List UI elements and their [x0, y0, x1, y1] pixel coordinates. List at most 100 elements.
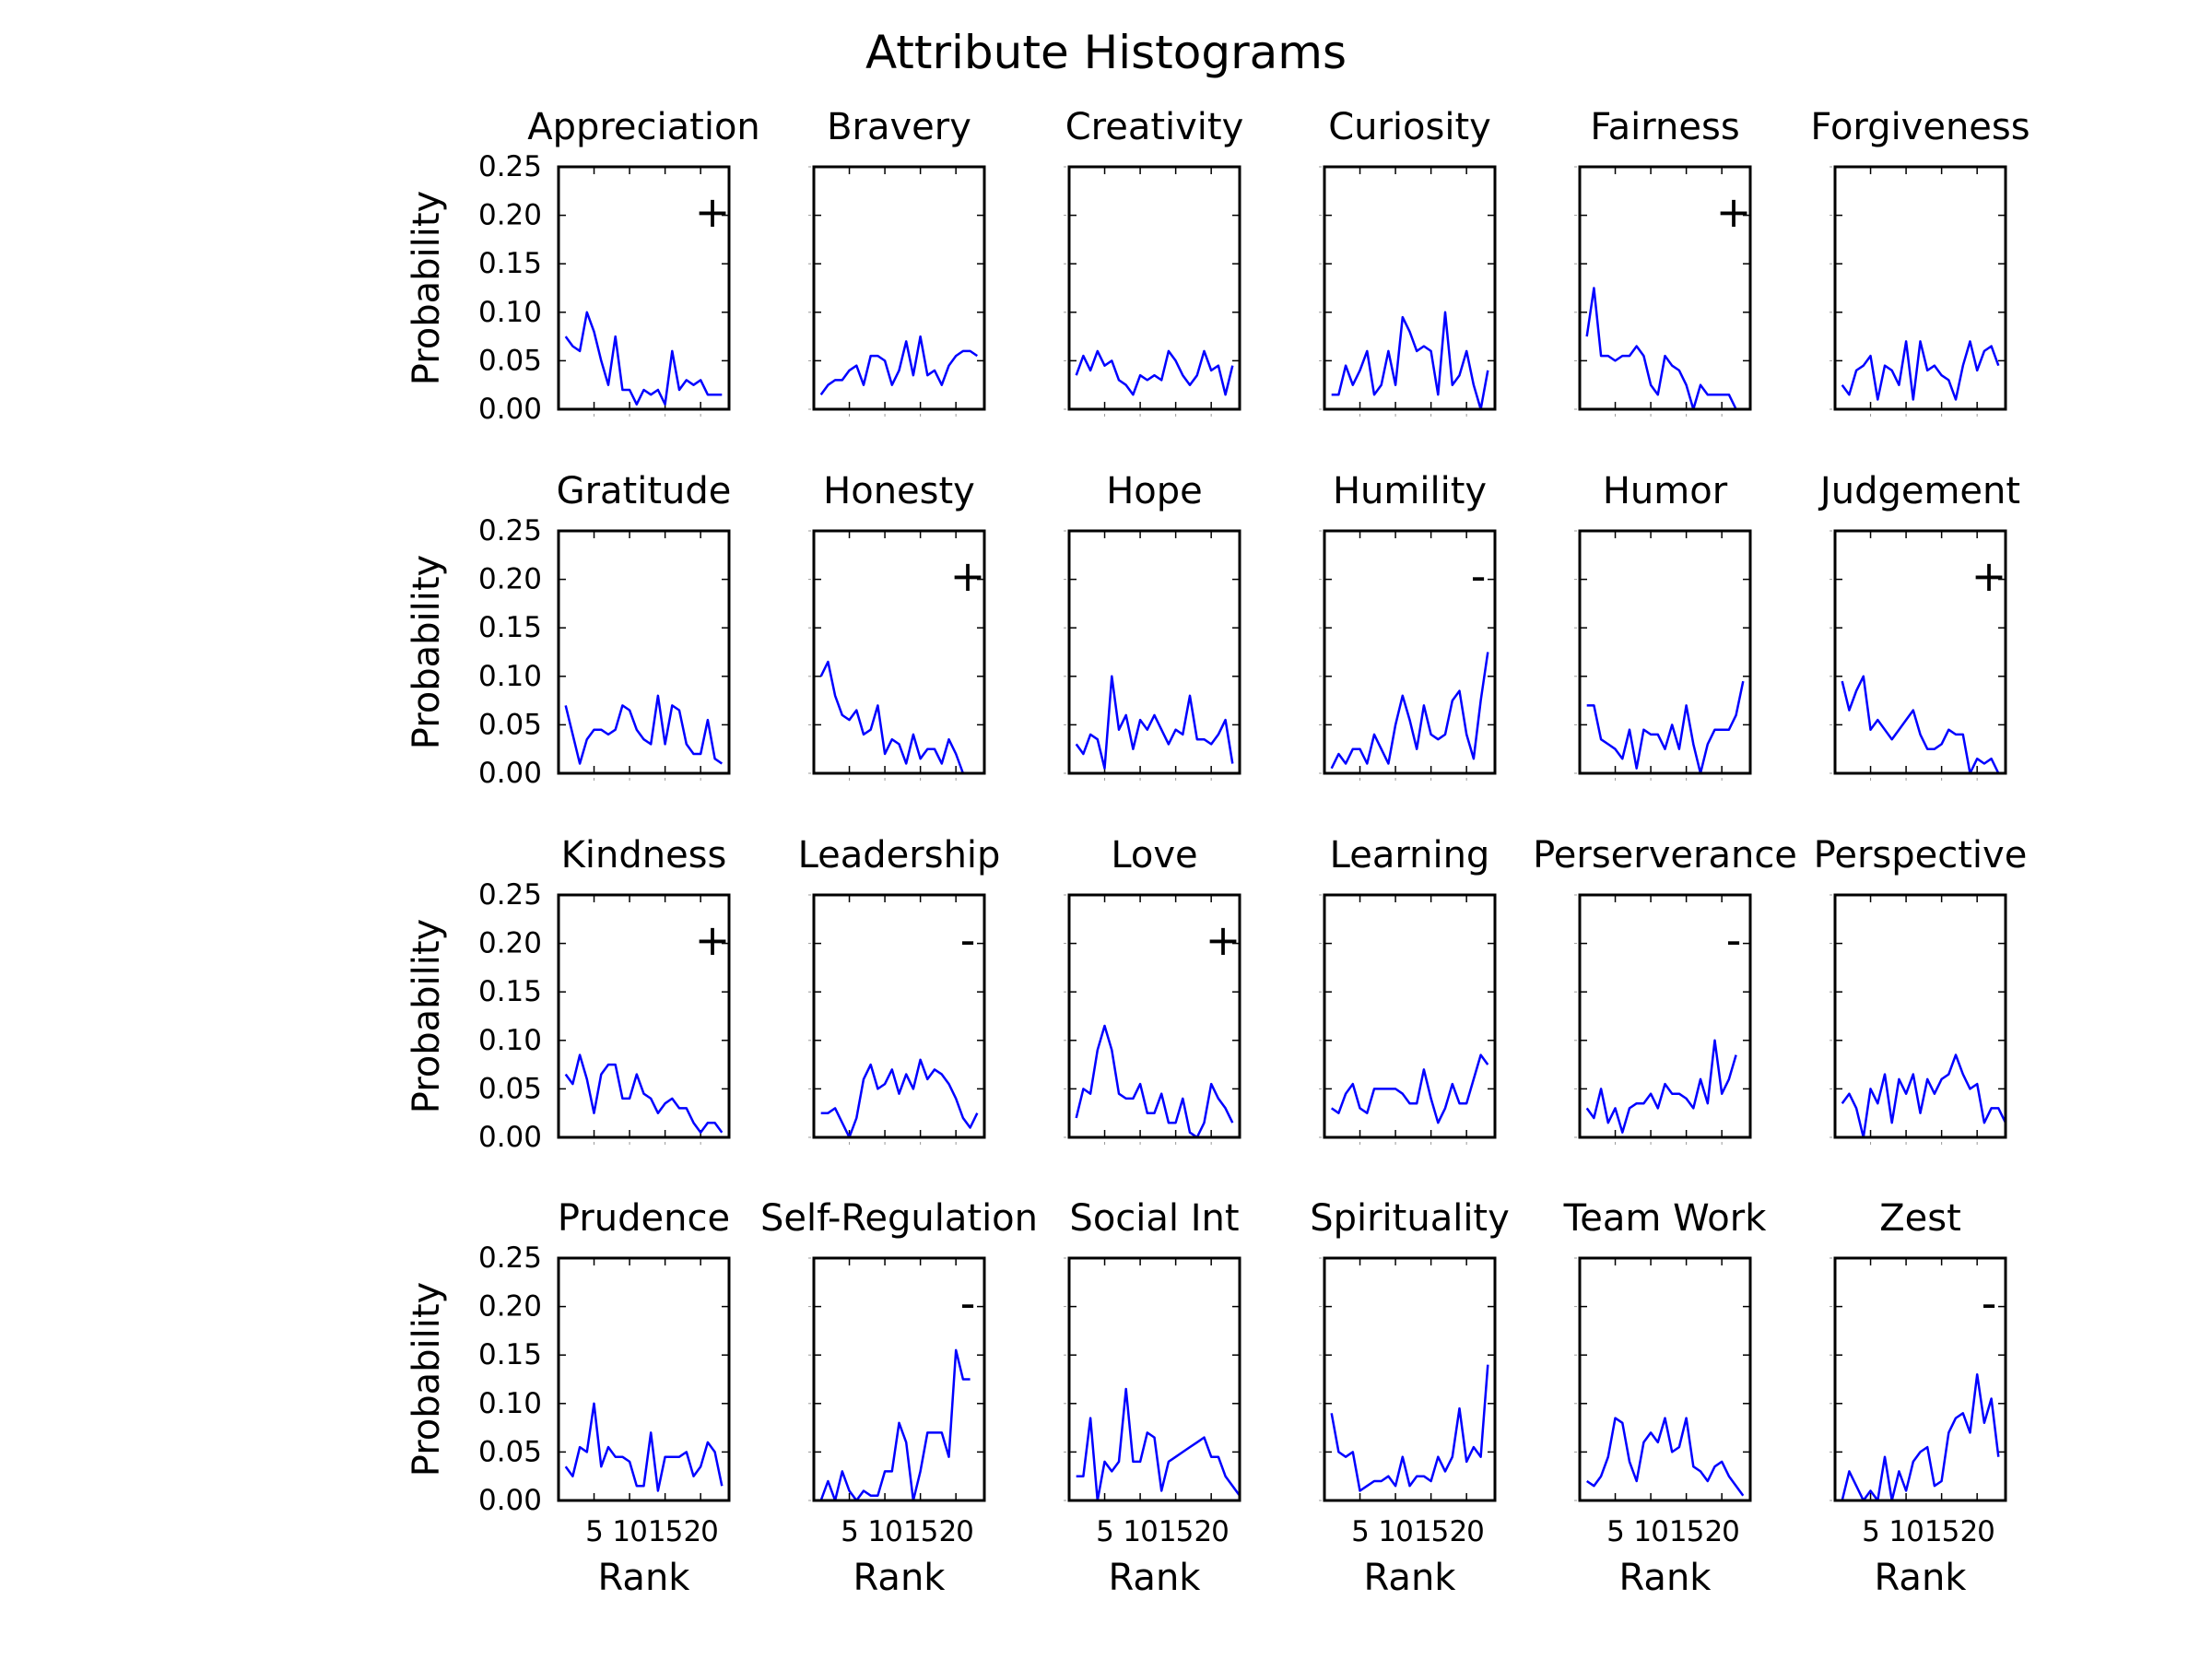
panel-frame: [1833, 893, 2007, 1139]
panel-frame: [1833, 165, 2007, 411]
y-tick-label: 0.10: [478, 1387, 542, 1420]
series-line-humor: [1586, 680, 1745, 775]
panel-frame: [1323, 1256, 1497, 1502]
series-line-self-regulation: [819, 1348, 971, 1502]
panel-self-regulation: Self-Regulation 5 10 15 20 - Rank: [760, 1197, 1038, 1599]
y-tick-label: 0.00: [478, 1121, 542, 1154]
x-tick-label: 10: [1633, 1515, 1667, 1548]
series-line-love: [1075, 1024, 1234, 1139]
panel-frame: [1067, 1256, 1241, 1502]
panel-title-kindness: Kindness: [561, 834, 727, 877]
series-line-hope: [1075, 675, 1234, 770]
x-tick-label: 10: [612, 1515, 646, 1548]
y-axis-label: Probability: [406, 555, 448, 749]
y-tick-label: 0.05: [478, 344, 542, 377]
panel-marker-fairness: +: [1716, 187, 1752, 237]
y-tick-label: 0.05: [478, 1072, 542, 1105]
panel-title-humility: Humility: [1333, 470, 1487, 512]
panel-title-bravery: Bravery: [827, 106, 971, 148]
panel-title-spirituality: Spirituality: [1310, 1197, 1510, 1240]
panel-frame: [812, 529, 986, 775]
x-tick-label: 10: [867, 1515, 901, 1548]
panel-frame: [1578, 893, 1752, 1139]
x-tick-label: 5: [585, 1515, 603, 1548]
panel-curiosity: Curiosity: [1319, 106, 1497, 417]
y-axis-label: Probability: [406, 191, 448, 385]
panel-frame: [557, 893, 731, 1139]
y-tick-label: 0.15: [478, 975, 542, 1008]
x-tick-label: 20: [683, 1515, 717, 1548]
series-line-leadership: [820, 1058, 979, 1139]
series-line-learning: [1330, 1053, 1489, 1124]
y-tick-label: 0.20: [478, 1290, 542, 1324]
figure-title: Attribute Histograms: [865, 26, 1347, 79]
panel-title-humor: Humor: [1603, 470, 1728, 512]
x-tick-label: 5: [1606, 1515, 1624, 1548]
x-tick-label: 15: [1669, 1515, 1703, 1548]
panel-frame: [1067, 165, 1241, 411]
panel-frame: [557, 1256, 731, 1502]
series-line-prudence: [564, 1402, 724, 1492]
y-tick-label: 0.15: [478, 1338, 542, 1371]
panel-kindness: Kindness 0.00 0.05 0.10 0.15 0.20 0.25 + Probabi…: [406, 834, 731, 1154]
series-line-kindness: [564, 1053, 724, 1134]
panel-learning: Learning: [1319, 834, 1497, 1145]
panel-perspective: Perspective: [1814, 834, 2028, 1145]
x-tick-label: 20: [1449, 1515, 1483, 1548]
panel-gratitude: Gratitude 0.00 0.05 0.10 0.15 0.20 0.25 Probabi…: [406, 470, 731, 790]
panel-creativity: Creativity: [1064, 106, 1243, 417]
x-tick-label: 15: [1414, 1515, 1448, 1548]
series-line-appreciation: [564, 311, 723, 406]
panel-frame: [1323, 893, 1497, 1139]
series-line-forgiveness: [1841, 340, 2000, 401]
y-tick-label: 0.00: [478, 393, 542, 426]
panel-hope: Hope: [1064, 470, 1241, 781]
panel-humility: Humility -: [1319, 470, 1497, 781]
x-axis-label: Rank: [1364, 1557, 1457, 1599]
panel-forgiveness: Forgiveness: [1810, 106, 2030, 417]
x-tick-label: 20: [1959, 1515, 1994, 1548]
panel-title-curiosity: Curiosity: [1328, 106, 1491, 148]
panel-title-gratitude: Gratitude: [557, 470, 732, 512]
panel-frame: [1833, 529, 2007, 775]
panel-frame: [1833, 1256, 2007, 1502]
x-axis-label: Rank: [1109, 1557, 1202, 1599]
panel-frame: [1578, 529, 1752, 775]
panel-humor: Humor: [1574, 470, 1752, 781]
x-tick-label: 20: [1194, 1515, 1228, 1548]
x-tick-label: 5: [1096, 1515, 1113, 1548]
panel-title-forgiveness: Forgiveness: [1810, 106, 2030, 148]
panel-marker-appreciation: +: [695, 187, 731, 237]
x-tick-label: 20: [938, 1515, 972, 1548]
x-tick-label: 10: [1123, 1515, 1157, 1548]
panel-frame: [812, 165, 986, 411]
panel-title-perspective: Perspective: [1814, 834, 2028, 877]
y-tick-label: 0.00: [478, 1484, 542, 1517]
panel-frame: [1067, 529, 1241, 775]
series-line-perserverance: [1585, 1039, 1737, 1134]
y-tick-label: 0.25: [478, 1241, 542, 1275]
panel-marker-judgement: +: [1971, 551, 2007, 601]
panel-title-perserverance: Perserverance: [1533, 834, 1797, 877]
panel-perserverance: Perserverance -: [1533, 834, 1797, 1145]
panel-title-prudence: Prudence: [558, 1197, 730, 1240]
panel-marker-leadership: -: [960, 915, 976, 965]
y-tick-label: 0.00: [478, 757, 542, 790]
panel-prudence: Prudence 0.00 0.05 0.10 0.15 0.20 0.25 5 10 15 20 P…: [406, 1197, 731, 1599]
panel-honesty: Honesty +: [808, 470, 986, 781]
panel-title-zest: Zest: [1879, 1197, 1961, 1240]
panel-zest: Zest 5 10 15 20 - Rank: [1830, 1197, 2007, 1599]
x-axis-label: Rank: [1875, 1557, 1968, 1599]
series-line-spirituality: [1330, 1364, 1489, 1492]
panel-title-self-regulation: Self-Regulation: [760, 1197, 1038, 1240]
panel-title-hope: Hope: [1106, 470, 1203, 512]
y-tick-label: 0.15: [478, 611, 542, 644]
x-tick-label: 10: [1378, 1515, 1412, 1548]
y-tick-label: 0.10: [478, 1024, 542, 1057]
panel-title-creativity: Creativity: [1065, 106, 1244, 148]
y-tick-label: 0.20: [478, 927, 542, 960]
x-tick-label: 5: [1351, 1515, 1369, 1548]
y-tick-label: 0.25: [478, 150, 542, 183]
y-tick-label: 0.25: [478, 514, 542, 547]
panel-title-love: Love: [1111, 834, 1197, 877]
